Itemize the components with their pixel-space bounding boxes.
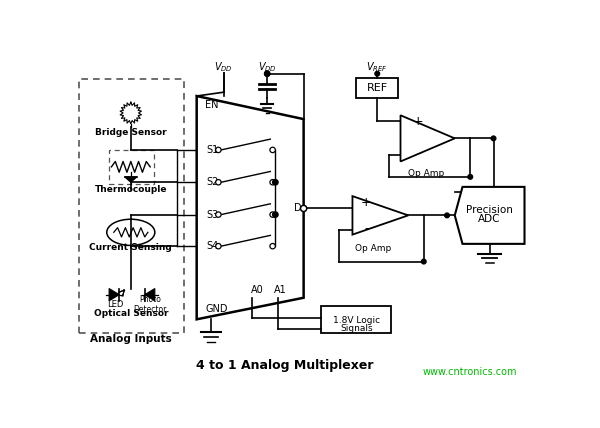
Bar <box>109 150 154 184</box>
Polygon shape <box>125 177 137 182</box>
Circle shape <box>375 71 380 76</box>
FancyBboxPatch shape <box>79 79 184 333</box>
Circle shape <box>270 147 275 153</box>
Text: LED: LED <box>107 300 124 309</box>
Circle shape <box>215 244 221 249</box>
Ellipse shape <box>107 219 155 245</box>
Circle shape <box>265 71 269 76</box>
Text: Op Amp: Op Amp <box>355 244 392 253</box>
Text: Current Sensing: Current Sensing <box>89 243 172 252</box>
Circle shape <box>270 180 275 185</box>
Polygon shape <box>455 187 524 244</box>
Circle shape <box>301 205 307 211</box>
Text: $V_{DD}$: $V_{DD}$ <box>214 61 233 74</box>
Text: +: + <box>413 115 424 128</box>
Text: +: + <box>361 196 372 209</box>
Text: S2: S2 <box>207 177 219 187</box>
Text: $V_{REF}$: $V_{REF}$ <box>367 61 388 74</box>
Circle shape <box>215 147 221 153</box>
Bar <box>356 78 398 98</box>
Circle shape <box>270 212 275 217</box>
Circle shape <box>421 259 426 264</box>
Text: 4 to 1 Analog Multiplexer: 4 to 1 Analog Multiplexer <box>196 359 373 372</box>
Circle shape <box>445 213 449 218</box>
Text: Signals: Signals <box>340 324 373 333</box>
Text: EN: EN <box>205 100 219 110</box>
Text: GND: GND <box>205 303 228 314</box>
Circle shape <box>215 212 221 217</box>
Text: Photo
Detector: Photo Detector <box>133 295 167 315</box>
Circle shape <box>270 244 275 249</box>
Text: S4: S4 <box>207 241 219 251</box>
Text: ADC: ADC <box>478 214 501 224</box>
Text: A1: A1 <box>274 285 287 295</box>
Circle shape <box>265 71 270 76</box>
Text: Op Amp: Op Amp <box>408 169 444 178</box>
Polygon shape <box>109 288 119 301</box>
Text: Bridge Sensor: Bridge Sensor <box>95 128 167 137</box>
Circle shape <box>491 136 496 141</box>
Circle shape <box>215 180 221 185</box>
Text: Precision: Precision <box>466 205 513 215</box>
Circle shape <box>265 71 269 76</box>
Text: $V_{DD}$: $V_{DD}$ <box>258 61 277 74</box>
Text: A0: A0 <box>251 285 263 295</box>
Text: www.cntronics.com: www.cntronics.com <box>423 367 517 377</box>
Text: REF: REF <box>367 83 388 93</box>
Text: -: - <box>364 222 368 235</box>
Text: 1.8V Logic: 1.8V Logic <box>333 315 380 324</box>
Text: -: - <box>416 147 421 160</box>
Text: D: D <box>295 203 302 214</box>
Text: Analog Inputs: Analog Inputs <box>90 334 172 345</box>
Circle shape <box>468 175 473 179</box>
Polygon shape <box>197 96 304 319</box>
Bar <box>322 306 391 333</box>
Polygon shape <box>145 288 155 301</box>
Circle shape <box>272 180 278 185</box>
Text: S1: S1 <box>207 145 219 155</box>
Polygon shape <box>401 115 455 161</box>
Text: S3: S3 <box>207 210 219 220</box>
Polygon shape <box>352 196 408 235</box>
Text: Thermocouple: Thermocouple <box>95 185 167 194</box>
Circle shape <box>272 212 278 217</box>
Text: Optical Sensor: Optical Sensor <box>94 309 168 318</box>
